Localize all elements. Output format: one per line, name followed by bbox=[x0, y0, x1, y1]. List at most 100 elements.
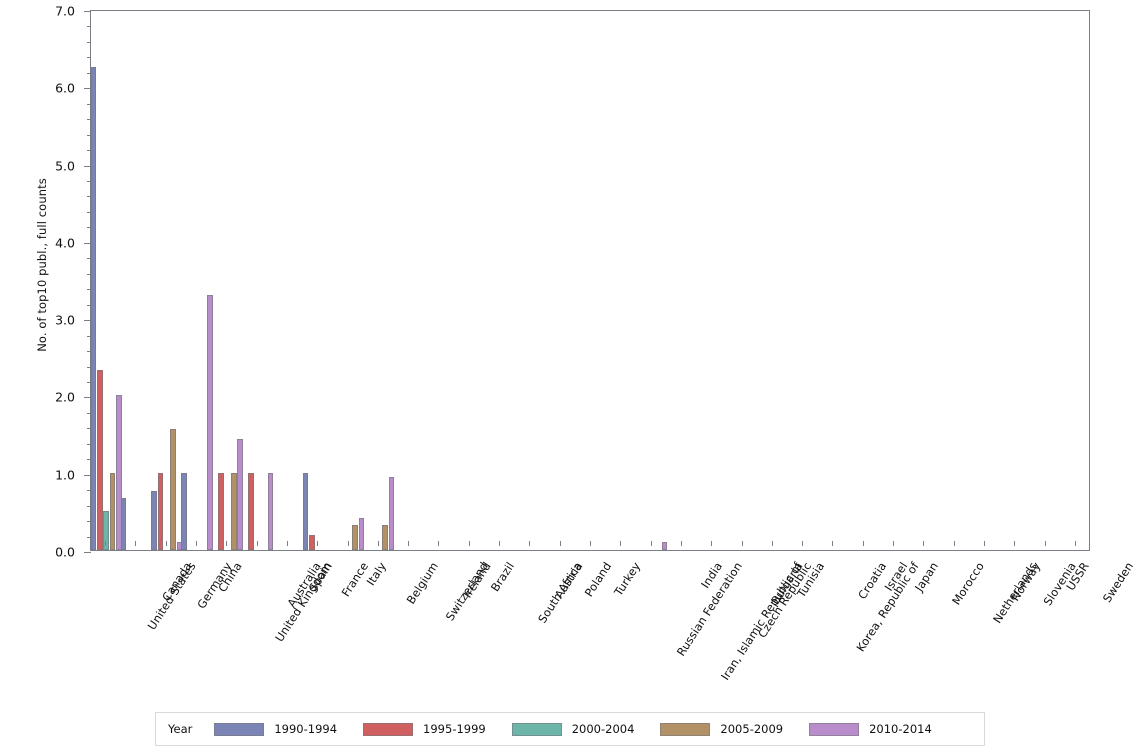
bar-group bbox=[1030, 11, 1061, 550]
y-tick-minor bbox=[87, 459, 91, 461]
x-tick bbox=[559, 541, 561, 546]
legend-item[interactable]: 1990-1994 bbox=[214, 722, 337, 736]
bar-group bbox=[575, 11, 606, 550]
x-tick bbox=[165, 541, 167, 546]
bar[interactable] bbox=[109, 472, 116, 550]
y-tick-minor bbox=[87, 289, 91, 291]
bar[interactable] bbox=[90, 66, 97, 550]
legend-item[interactable]: 2010-2014 bbox=[809, 722, 932, 736]
bar[interactable] bbox=[388, 476, 395, 550]
bar[interactable] bbox=[237, 439, 243, 550]
y-tick-minor bbox=[87, 335, 91, 337]
y-tick-major bbox=[84, 88, 91, 90]
bar-group bbox=[151, 11, 183, 550]
x-tick bbox=[983, 541, 985, 546]
bar[interactable] bbox=[103, 511, 109, 550]
y-tick-minor bbox=[87, 196, 91, 198]
y-tick-minor bbox=[87, 273, 91, 275]
y-tick-label: 7.0 bbox=[55, 3, 75, 19]
y-tick-minor bbox=[87, 412, 91, 414]
bar[interactable] bbox=[120, 498, 127, 550]
legend-color-swatch bbox=[214, 722, 265, 736]
x-tick bbox=[893, 541, 895, 546]
x-tick bbox=[105, 541, 107, 546]
x-tick bbox=[923, 541, 925, 546]
legend-item-label: 1995-1999 bbox=[423, 722, 486, 736]
bar[interactable] bbox=[248, 472, 255, 550]
bar-group bbox=[363, 11, 395, 550]
x-tick bbox=[256, 541, 258, 546]
y-tick-minor bbox=[87, 304, 91, 306]
legend-item[interactable]: 2000-2004 bbox=[511, 722, 634, 736]
x-axis-tick-label: Morocco bbox=[950, 560, 988, 608]
legend-item[interactable]: 1995-1999 bbox=[363, 722, 486, 736]
bar-group bbox=[242, 11, 274, 550]
y-tick-label: 5.0 bbox=[55, 158, 75, 174]
y-tick-label: 6.0 bbox=[55, 80, 75, 96]
y-axis-title: No. of top10 publ., full counts bbox=[35, 178, 49, 352]
x-tick bbox=[832, 541, 834, 546]
bar-group bbox=[181, 11, 213, 550]
bar-group bbox=[1000, 11, 1031, 550]
legend-color-swatch bbox=[660, 722, 711, 736]
bar[interactable] bbox=[309, 534, 315, 550]
x-tick bbox=[196, 541, 198, 546]
x-tick bbox=[620, 541, 622, 546]
x-tick bbox=[135, 541, 137, 546]
bar[interactable] bbox=[157, 472, 164, 550]
bar-group bbox=[1060, 11, 1091, 550]
bar-group bbox=[120, 11, 152, 550]
bar[interactable] bbox=[207, 294, 213, 550]
bar-group bbox=[636, 11, 668, 550]
bar[interactable] bbox=[358, 517, 365, 550]
y-tick-minor bbox=[87, 119, 91, 121]
x-tick bbox=[347, 541, 349, 546]
y-tick-label: 1.0 bbox=[55, 467, 75, 483]
bar-group bbox=[394, 11, 425, 550]
x-tick bbox=[1044, 541, 1046, 546]
legend-item-label: 2005-2009 bbox=[720, 722, 784, 736]
legend-item[interactable]: 2005-2009 bbox=[660, 722, 783, 736]
bar[interactable] bbox=[302, 472, 309, 550]
x-tick bbox=[226, 541, 228, 546]
bar[interactable] bbox=[151, 491, 157, 550]
x-axis-tick-label: Turkey bbox=[612, 560, 644, 599]
y-tick-minor bbox=[87, 181, 91, 183]
y-tick-label: 0.0 bbox=[55, 544, 75, 560]
bar[interactable] bbox=[116, 395, 122, 550]
y-tick-label: 3.0 bbox=[55, 312, 75, 328]
y-tick-minor bbox=[87, 227, 91, 229]
bar[interactable] bbox=[230, 472, 237, 550]
legend-items: 1990-1994 1995-1999 2000-2004 2005-2009 2010… bbox=[214, 722, 957, 736]
x-tick bbox=[862, 541, 864, 546]
x-tick bbox=[590, 541, 591, 546]
y-tick-minor bbox=[87, 381, 91, 383]
bar-group bbox=[727, 11, 758, 550]
bar[interactable] bbox=[170, 429, 176, 550]
y-tick-major bbox=[84, 242, 91, 244]
y-tick-minor bbox=[87, 443, 91, 445]
bar[interactable] bbox=[382, 524, 389, 550]
x-tick bbox=[499, 541, 501, 546]
bar[interactable] bbox=[352, 524, 358, 550]
legend-item-label: 1990-1994 bbox=[274, 722, 338, 736]
y-tick-minor bbox=[87, 150, 91, 152]
bar[interactable] bbox=[181, 472, 188, 550]
bar[interactable] bbox=[661, 542, 668, 550]
y-tick-minor bbox=[87, 428, 91, 430]
bar[interactable] bbox=[218, 472, 224, 550]
y-tick-minor bbox=[87, 72, 91, 74]
x-tick bbox=[771, 541, 773, 546]
x-axis-tick-label: Korea, Republic of bbox=[854, 560, 922, 655]
x-axis-tick-label: Austria bbox=[552, 560, 586, 602]
x-axis-tick-label: Sweden bbox=[1100, 560, 1134, 606]
bar[interactable] bbox=[267, 472, 274, 550]
x-tick bbox=[408, 541, 410, 546]
bar-group bbox=[484, 11, 515, 550]
x-tick bbox=[1074, 541, 1076, 546]
bar-group bbox=[697, 11, 728, 550]
bar[interactable] bbox=[96, 369, 103, 550]
bar-group bbox=[90, 11, 122, 550]
bar-group bbox=[666, 11, 697, 550]
y-tick-minor bbox=[87, 505, 91, 507]
